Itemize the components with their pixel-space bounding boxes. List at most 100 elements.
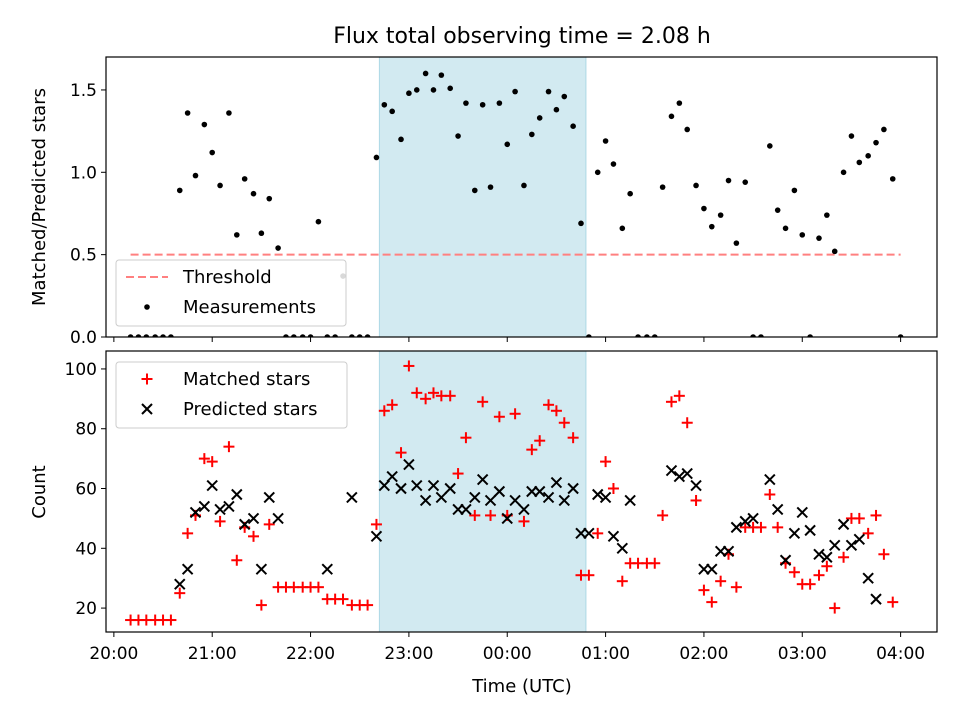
measurement-point — [413, 87, 420, 93]
measurement-point — [135, 334, 142, 337]
matched-star-point — [788, 566, 800, 578]
measurement-point — [283, 334, 289, 337]
measurement-point — [512, 88, 518, 95]
measurement-point — [471, 187, 478, 194]
x-axis-label: Time (UTC) — [471, 676, 572, 697]
measurement-point — [897, 334, 904, 337]
measurement-point — [701, 205, 707, 212]
predicted-star-point — [567, 482, 579, 495]
measurement-point — [693, 182, 699, 189]
matched-star-point — [715, 575, 727, 587]
y-tick-label: 1.5 — [70, 81, 97, 101]
predicted-star-point — [206, 479, 218, 492]
matched-star-point — [477, 396, 489, 408]
measurement-point — [324, 334, 331, 337]
matched-star-point — [337, 593, 349, 605]
measurement-point — [521, 182, 527, 189]
predicted-star-point — [263, 491, 275, 504]
y-tick-label: 0.5 — [70, 246, 97, 266]
legend: Threshold Measurements — [115, 259, 347, 327]
measurement-point — [496, 100, 503, 106]
predicted-star-point — [788, 527, 801, 540]
predicted-star-point — [181, 563, 194, 575]
predicted-star-point — [223, 500, 235, 513]
matched-star-point — [878, 548, 890, 560]
y-axis-label: Count — [29, 465, 50, 518]
legend-measurement-label: Measurements — [183, 297, 316, 318]
measurement-point — [479, 101, 486, 108]
figure-title: Flux total observing time = 2.08 h — [333, 24, 711, 49]
predicted-star-point — [444, 482, 456, 495]
axes-frame — [105, 56, 938, 338]
predicted-star-point — [501, 512, 513, 525]
matched-star-point — [804, 578, 816, 590]
measurement-point — [816, 235, 822, 241]
predicted-star-point — [247, 512, 260, 525]
matched-star-point — [182, 527, 194, 539]
predicted-star-point — [255, 563, 268, 575]
predicted-star-point — [599, 491, 612, 504]
measurement-point — [299, 334, 306, 337]
measurement-point — [250, 190, 257, 197]
legend-predicted-swatch — [141, 403, 153, 415]
predicted-star-point — [509, 494, 521, 507]
measurement-point — [676, 100, 683, 106]
matched-star-point — [821, 560, 833, 572]
measurement-point — [152, 334, 158, 337]
predicted-star-point — [189, 506, 202, 519]
x-tick-label: 00:00 — [483, 644, 532, 664]
measurement-point — [455, 133, 461, 139]
matched-star-point — [862, 527, 874, 539]
predicted-star-point — [469, 491, 481, 504]
measurement-point — [733, 240, 740, 246]
predicted-star-point — [813, 548, 825, 560]
measurement-point — [201, 121, 208, 128]
y-tick-label: 80 — [75, 420, 97, 440]
matched-star-point — [838, 551, 850, 563]
matched-star-point — [887, 596, 899, 608]
x-tick-label: 20:00 — [89, 644, 138, 664]
matched-star-point — [427, 387, 439, 399]
measurement-point — [447, 85, 454, 92]
predicted-star-point — [378, 479, 391, 492]
matched-star-point — [452, 468, 464, 480]
measurement-point — [226, 110, 232, 116]
y-tick-label: 1.0 — [70, 163, 97, 183]
matched-star-point — [755, 521, 767, 533]
measurement-point — [824, 212, 830, 218]
measurement-point — [644, 334, 650, 337]
matched-star-point — [665, 396, 677, 408]
measurement-point — [782, 225, 789, 232]
matched-star-point — [558, 417, 570, 429]
measurement-point — [291, 334, 297, 337]
matched-star-point — [829, 602, 841, 614]
predicted-star-point — [837, 518, 850, 531]
matched-star-point — [649, 557, 661, 569]
x-tick-label: 21:00 — [188, 644, 237, 664]
measurement-point — [586, 334, 592, 337]
y-tick-label: 60 — [75, 480, 97, 500]
matched-star-point — [469, 509, 481, 521]
predicted-star-point — [238, 518, 251, 531]
matched-star-point — [583, 569, 595, 581]
predicted-star-point — [583, 527, 595, 540]
matched-star-point — [616, 575, 628, 587]
measurement-point — [881, 126, 887, 133]
predicted-star-point — [845, 539, 858, 552]
measurement-point — [176, 187, 183, 194]
measurement-point — [635, 334, 641, 337]
measurement-point — [742, 179, 749, 185]
matched-star-point — [198, 453, 210, 465]
measurement-point — [332, 334, 338, 337]
predicted-star-point — [174, 578, 186, 590]
matched-star-point — [526, 444, 538, 456]
predicted-star-point — [476, 473, 489, 486]
matched-star-point — [255, 599, 267, 611]
matched-star-point — [263, 518, 275, 530]
predicted-star-point — [198, 500, 211, 513]
predicted-star-point — [214, 503, 226, 516]
predicted-star-point — [403, 458, 415, 471]
measurement-point — [684, 126, 691, 133]
predicted-star-point — [764, 473, 776, 486]
